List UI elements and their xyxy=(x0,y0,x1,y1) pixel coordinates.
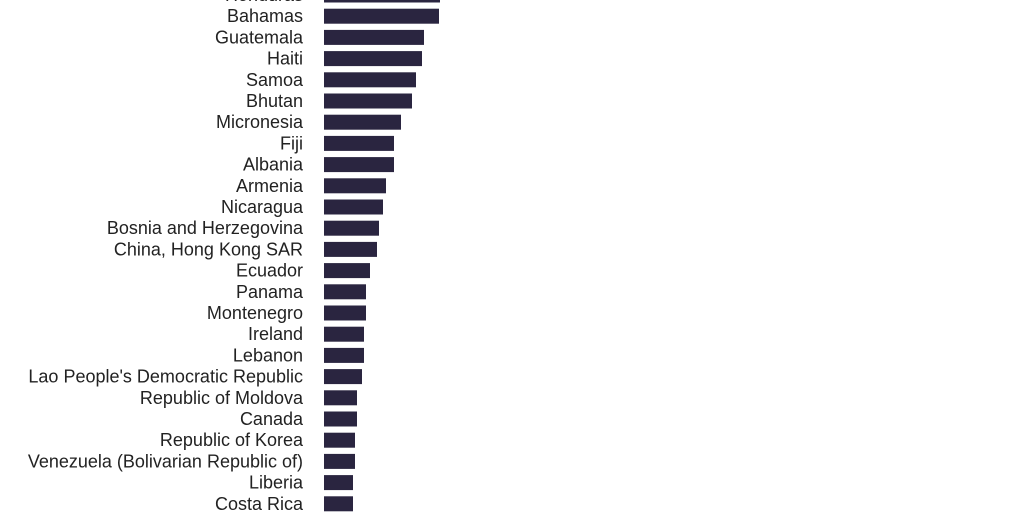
bar xyxy=(324,178,386,194)
bar xyxy=(324,51,422,67)
category-label: Bahamas xyxy=(227,6,303,26)
category-label: Armenia xyxy=(236,176,304,196)
bar xyxy=(324,390,357,406)
category-label: Albania xyxy=(243,155,304,175)
bar xyxy=(324,29,424,45)
bar xyxy=(324,72,416,88)
bar xyxy=(324,8,439,24)
category-label: Lebanon xyxy=(233,345,303,365)
bar xyxy=(324,347,364,363)
category-label: Nicaragua xyxy=(221,197,304,217)
category-label: Guatemala xyxy=(215,27,304,47)
category-label: Honduras xyxy=(225,0,303,5)
bar xyxy=(324,263,370,279)
bar xyxy=(324,135,394,151)
bar xyxy=(324,241,377,257)
category-label: Venezuela (Bolivarian Republic of) xyxy=(28,451,303,471)
bar xyxy=(324,432,355,448)
bar xyxy=(324,369,362,385)
category-label: Canada xyxy=(240,409,304,429)
bar xyxy=(324,220,379,236)
bar xyxy=(324,284,366,300)
bar xyxy=(324,326,364,342)
category-label: Haiti xyxy=(267,49,303,69)
category-label: Ireland xyxy=(248,324,303,344)
bar xyxy=(324,199,383,215)
bar xyxy=(324,475,353,491)
bar xyxy=(324,93,412,109)
category-label: Bhutan xyxy=(246,91,303,111)
bar xyxy=(324,0,440,3)
category-label: Micronesia xyxy=(216,112,304,132)
category-label: Samoa xyxy=(246,70,304,90)
bar xyxy=(324,453,355,469)
category-label: Republic of Moldova xyxy=(140,388,304,408)
bar xyxy=(324,157,394,173)
category-label: Fiji xyxy=(280,133,303,153)
category-label: Costa Rica xyxy=(215,494,304,512)
bar xyxy=(324,411,357,427)
category-label: Lao People's Democratic Republic xyxy=(28,367,303,387)
bar xyxy=(324,305,366,321)
category-label: Bosnia and Herzegovina xyxy=(107,218,304,238)
category-label: Ecuador xyxy=(236,261,303,281)
bar xyxy=(324,114,401,130)
category-label: China, Hong Kong SAR xyxy=(114,239,303,259)
category-label: Panama xyxy=(236,282,304,302)
category-label: Liberia xyxy=(249,473,304,493)
bar xyxy=(324,496,353,512)
category-label: Montenegro xyxy=(207,303,303,323)
category-label: Republic of Korea xyxy=(160,430,304,450)
